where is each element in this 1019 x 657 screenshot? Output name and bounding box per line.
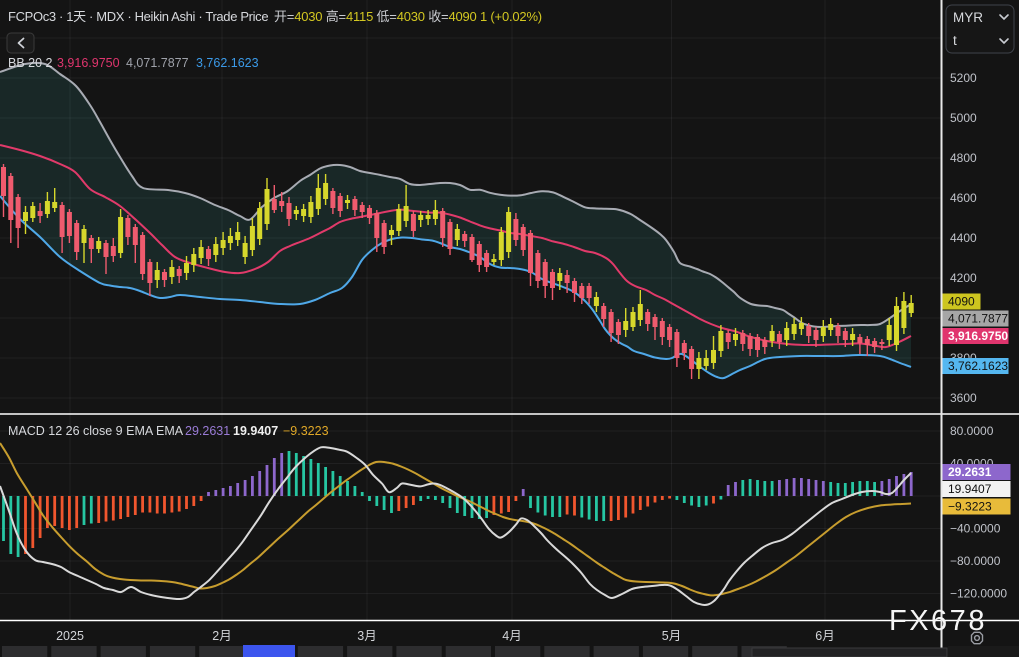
svg-text:4200: 4200 [950, 271, 977, 285]
svg-text:5月: 5月 [662, 629, 681, 643]
svg-text:3,916.9750: 3,916.9750 [57, 56, 120, 70]
svg-text:4,071.7877: 4,071.7877 [948, 312, 1008, 326]
svg-text:t: t [953, 33, 957, 48]
svg-text:FX678: FX678 [889, 605, 987, 637]
svg-text:29.2631: 29.2631 [185, 424, 230, 438]
svg-text:80.0000: 80.0000 [950, 424, 994, 438]
svg-text:MYR: MYR [953, 10, 983, 25]
svg-text:MACD 12 26 close 9 EMA EMA: MACD 12 26 close 9 EMA EMA [8, 424, 184, 438]
svg-text:4090: 4090 [948, 295, 975, 309]
svg-text:5200: 5200 [950, 71, 977, 85]
svg-text:3月: 3月 [357, 629, 376, 643]
svg-text:3,916.9750: 3,916.9750 [948, 329, 1008, 343]
svg-text:−9.3223: −9.3223 [948, 500, 992, 514]
svg-text:−9.3223: −9.3223 [283, 424, 329, 438]
svg-text:2月: 2月 [212, 629, 231, 643]
svg-text:19.9407: 19.9407 [233, 424, 278, 438]
svg-text:19.9407: 19.9407 [948, 482, 992, 496]
svg-text:−120.0000: −120.0000 [950, 587, 1007, 601]
svg-text:−80.0000: −80.0000 [950, 554, 1001, 568]
svg-text:5000: 5000 [950, 111, 977, 125]
svg-text:2025: 2025 [56, 629, 84, 643]
svg-text:−40.0000: −40.0000 [950, 522, 1001, 536]
svg-text:FCPOc3 · 1天 · MDX · Heikin Ash: FCPOc3 · 1天 · MDX · Heikin Ashi · Trade … [8, 9, 268, 24]
svg-text:6月: 6月 [815, 629, 834, 643]
svg-text:4600: 4600 [950, 191, 977, 205]
svg-text:29.2631: 29.2631 [948, 465, 992, 479]
svg-text:3,762.1623: 3,762.1623 [948, 359, 1008, 373]
svg-text:3600: 3600 [950, 391, 977, 405]
svg-text:4800: 4800 [950, 151, 977, 165]
svg-text:4月: 4月 [502, 629, 521, 643]
svg-text:4400: 4400 [950, 231, 977, 245]
svg-text:3,762.1623: 3,762.1623 [196, 56, 259, 70]
svg-text:开=4030 高=4115 低=4030 收=4090: 开=4030 高=4115 低=4030 收=4090 1 (+0.02%) [274, 9, 542, 24]
svg-text:4,071.7877: 4,071.7877 [126, 56, 189, 70]
svg-text:BB 20 2: BB 20 2 [8, 56, 53, 70]
